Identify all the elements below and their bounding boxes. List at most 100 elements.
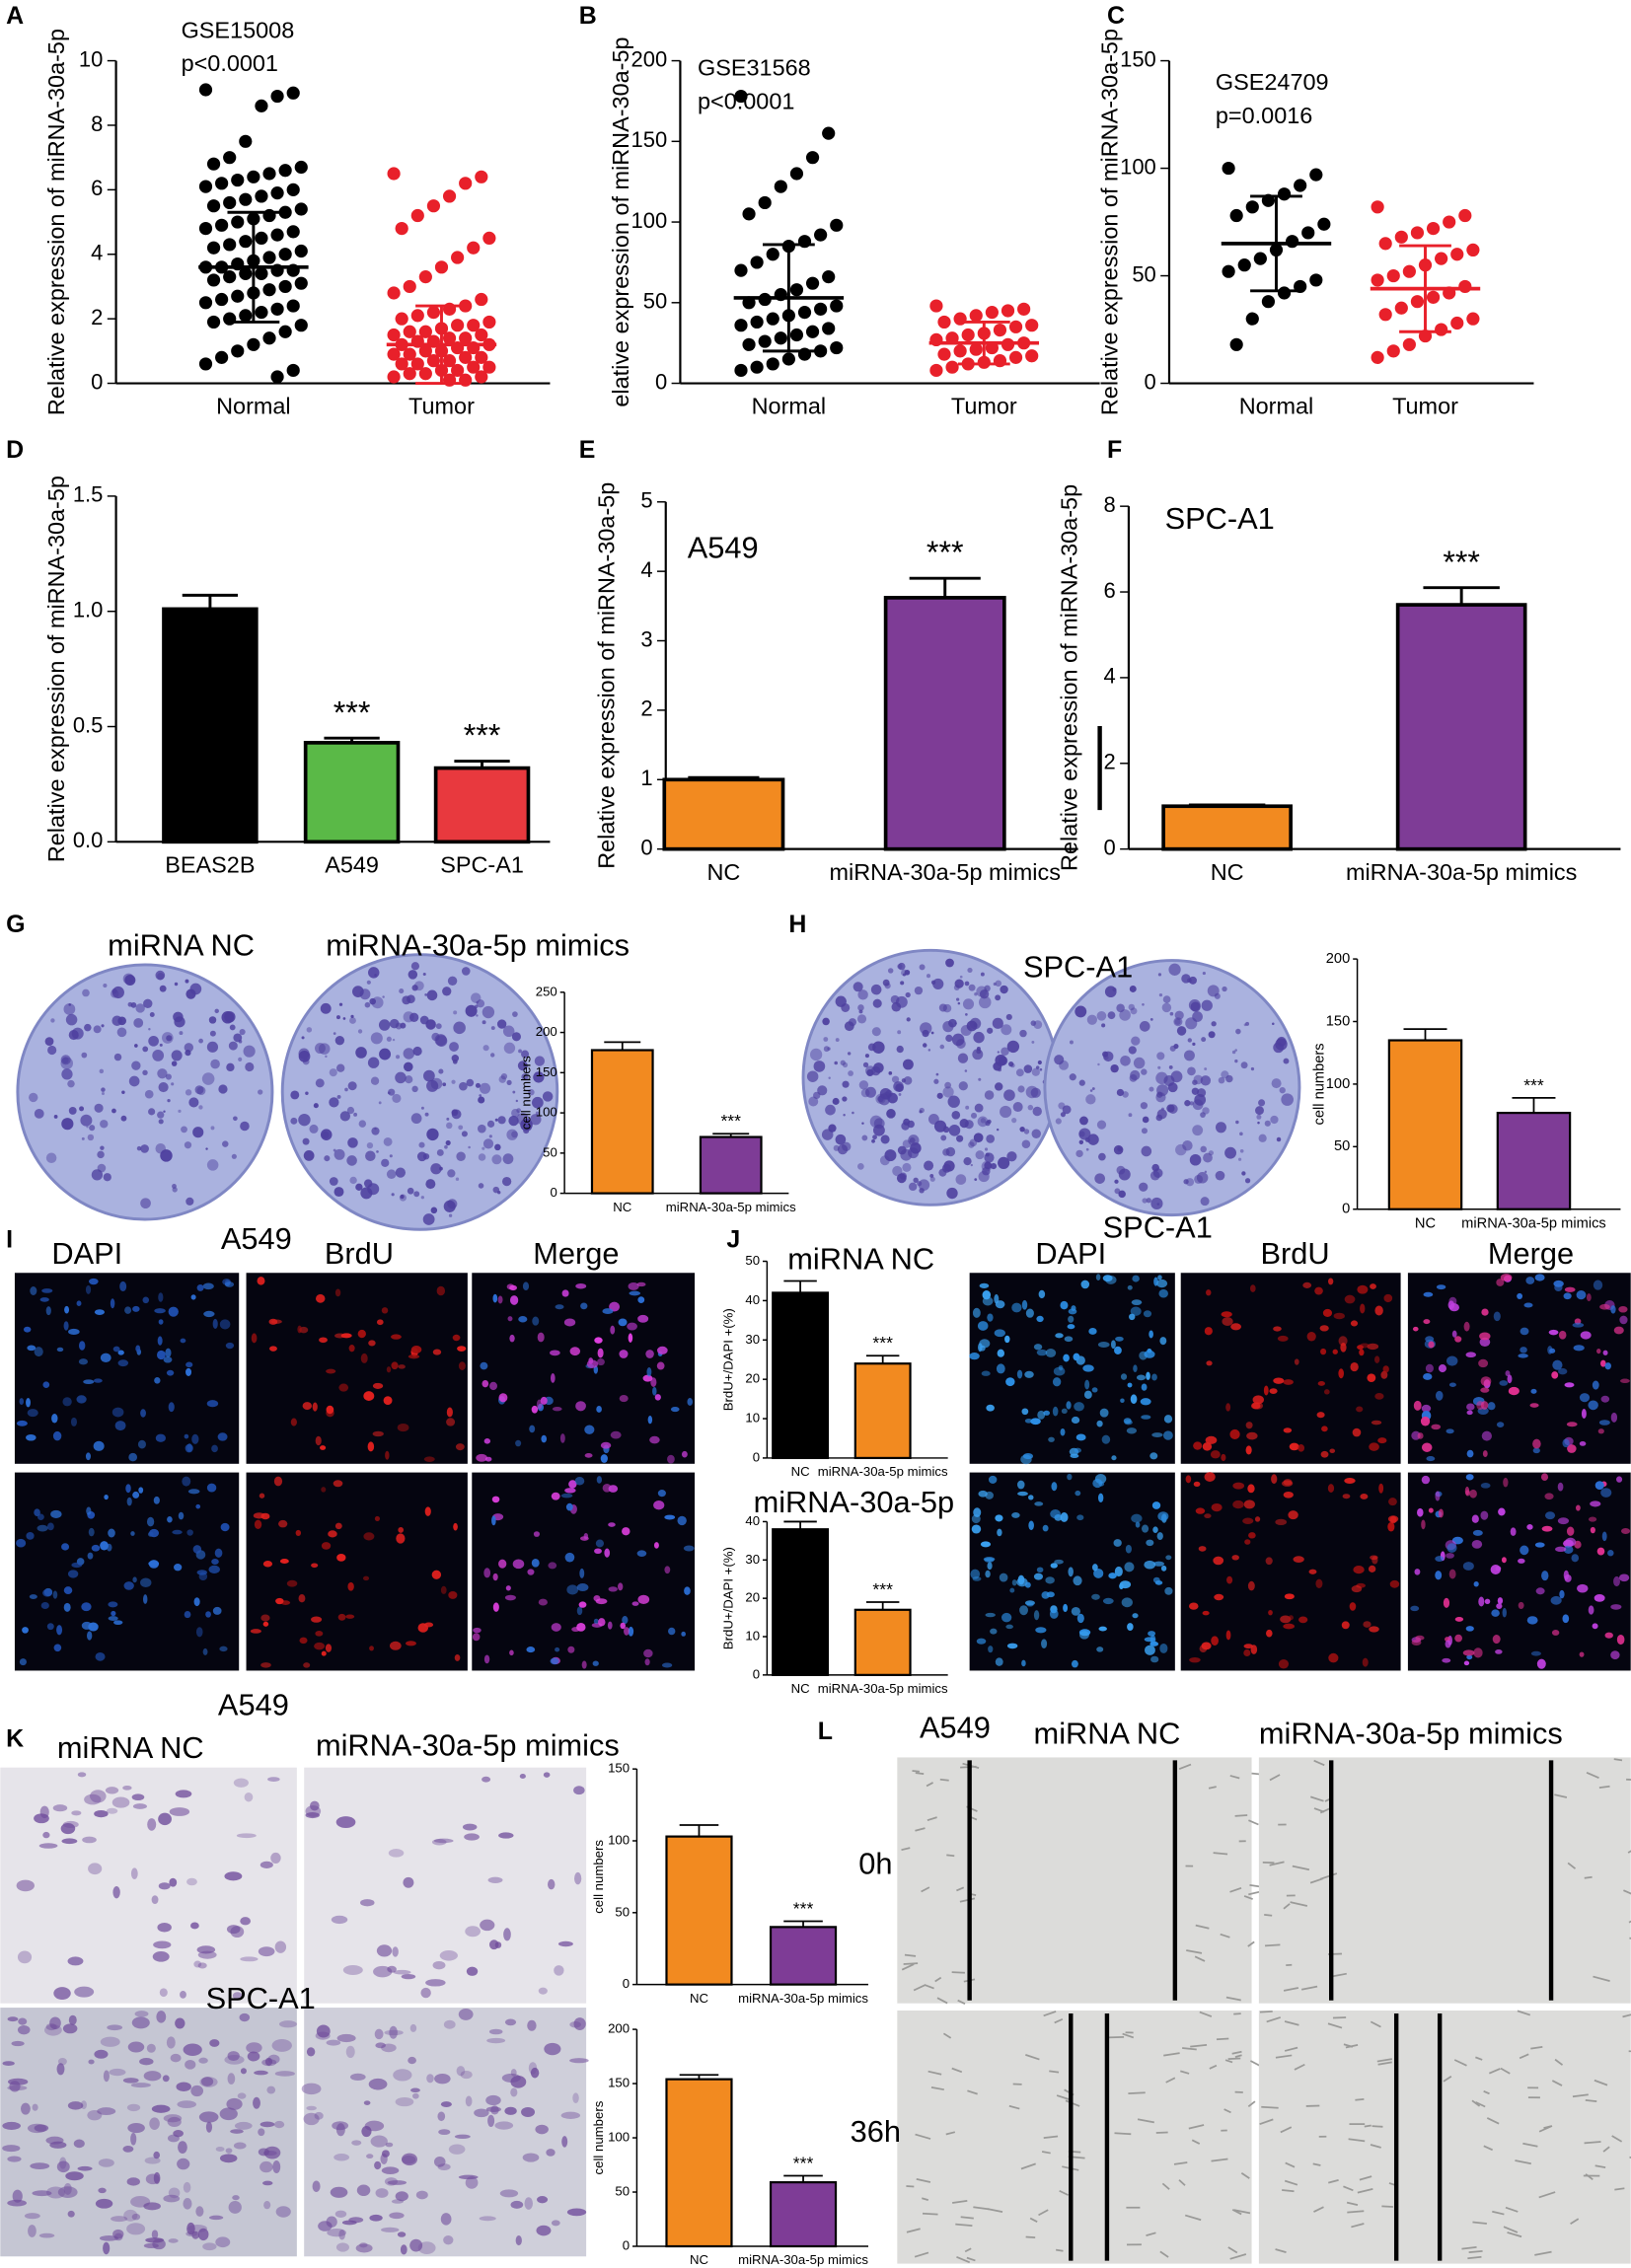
cell xyxy=(355,2243,373,2253)
nucleus xyxy=(208,1565,220,1574)
colony xyxy=(155,1142,167,1154)
nucleus xyxy=(219,1646,228,1652)
colony xyxy=(891,1001,902,1012)
colony xyxy=(396,1055,401,1060)
nucleus xyxy=(1096,1420,1103,1427)
nucleus xyxy=(87,1631,93,1641)
nucleus xyxy=(550,1657,559,1665)
colony xyxy=(411,985,418,991)
cell xyxy=(387,2180,408,2185)
annotation: GSE31568 xyxy=(698,55,811,81)
cell xyxy=(130,1867,138,1879)
nucleus xyxy=(1344,1294,1356,1304)
colony xyxy=(430,1207,438,1214)
colony xyxy=(987,1027,994,1034)
nucleus xyxy=(196,1570,208,1575)
colony xyxy=(1204,1067,1208,1071)
cell xyxy=(361,2125,372,2138)
colony xyxy=(858,1009,863,1014)
nucleus xyxy=(26,1433,37,1441)
colony xyxy=(1118,1168,1131,1181)
colony xyxy=(521,1073,529,1081)
nucleus xyxy=(1021,1299,1028,1310)
cell xyxy=(573,1786,585,1795)
nucleus xyxy=(319,1445,327,1450)
colony xyxy=(420,1196,424,1200)
colony xyxy=(101,1024,105,1028)
colony xyxy=(461,1131,468,1137)
colony xyxy=(1069,1040,1074,1045)
colony xyxy=(1211,1021,1217,1027)
cell xyxy=(130,2083,151,2088)
nucleus xyxy=(1559,1589,1565,1599)
dot xyxy=(1008,320,1023,333)
bar xyxy=(1161,804,1293,851)
nucleus xyxy=(448,1590,458,1599)
colony xyxy=(1062,1105,1072,1115)
colony xyxy=(347,1081,357,1091)
colony xyxy=(1075,1149,1083,1158)
cell xyxy=(335,1816,356,1829)
cell xyxy=(1195,1924,1210,1930)
dot xyxy=(198,222,213,236)
colony xyxy=(65,1013,78,1026)
cell xyxy=(312,2180,321,2192)
nucleus xyxy=(397,1423,409,1432)
nucleus xyxy=(446,1407,453,1418)
cell xyxy=(510,2087,518,2097)
colony xyxy=(1116,1088,1125,1097)
x-tick-label: Tumor xyxy=(1392,394,1458,419)
cell xyxy=(1285,2161,1296,2168)
nucleus xyxy=(1367,1343,1379,1351)
nucleus xyxy=(1189,1656,1201,1663)
cell xyxy=(431,1839,447,1846)
nucleus xyxy=(976,1638,987,1645)
dot xyxy=(206,199,221,213)
colony xyxy=(206,1159,219,1171)
cell xyxy=(530,2067,540,2079)
nucleus xyxy=(1252,1395,1264,1405)
nucleus xyxy=(1520,1347,1527,1353)
nucleus xyxy=(1213,1556,1224,1566)
nucleus xyxy=(1619,1378,1630,1384)
dot xyxy=(459,350,473,364)
cell xyxy=(49,2141,67,2149)
nucleus xyxy=(259,1493,265,1499)
nucleus xyxy=(656,1346,668,1354)
cell xyxy=(246,2042,262,2054)
cell xyxy=(146,2043,156,2053)
cell xyxy=(45,2023,57,2031)
nucleus xyxy=(1146,1539,1154,1547)
nucleus xyxy=(619,1350,629,1358)
nucleus xyxy=(113,1620,123,1626)
colony xyxy=(1192,1079,1198,1085)
nucleus xyxy=(1320,1450,1329,1458)
colony xyxy=(1113,1144,1124,1155)
nucleus xyxy=(1005,1624,1013,1630)
colony xyxy=(226,1062,235,1072)
cell xyxy=(7,2016,19,2022)
nucleus xyxy=(94,1309,105,1316)
nucleus xyxy=(71,1562,83,1569)
nucleus xyxy=(1266,1629,1273,1638)
cell xyxy=(479,2216,496,2222)
colony xyxy=(955,1174,967,1185)
nucleus xyxy=(1084,1379,1090,1390)
nucleus xyxy=(155,1433,167,1442)
nucleus xyxy=(1038,1289,1046,1299)
x-tick-label: miRNA-30a-5p mimics xyxy=(1346,859,1577,885)
dot xyxy=(231,173,245,187)
colony xyxy=(459,1081,468,1091)
nucleus xyxy=(42,1381,50,1388)
nucleus xyxy=(1549,1348,1556,1353)
nucleus xyxy=(108,1616,118,1621)
colony xyxy=(1183,1050,1195,1061)
colony xyxy=(122,973,134,985)
cell xyxy=(395,2096,414,2107)
cell xyxy=(369,2214,383,2222)
dot xyxy=(467,241,481,255)
nucleus xyxy=(555,1646,560,1652)
cell xyxy=(1292,1865,1310,1871)
nucleus xyxy=(386,1366,392,1373)
colony xyxy=(245,1061,255,1072)
